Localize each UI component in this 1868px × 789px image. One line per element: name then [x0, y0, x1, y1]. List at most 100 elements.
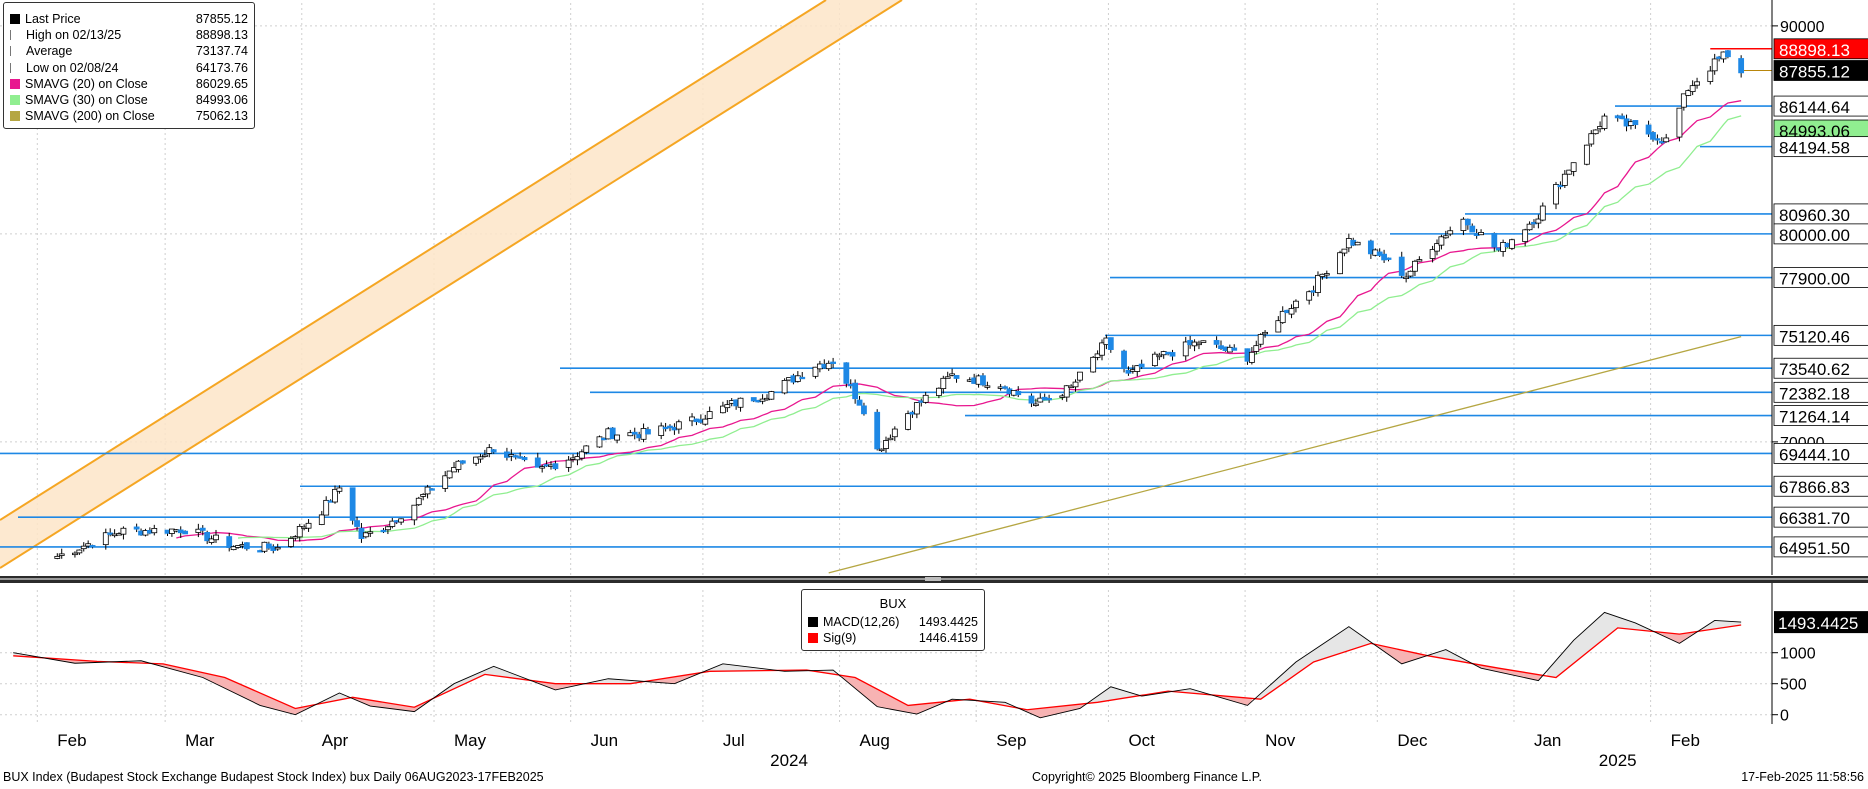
price-tag: 88898.13	[1773, 38, 1868, 60]
price-tag: 72382.18	[1773, 381, 1868, 403]
price-tag: 67866.83	[1773, 475, 1868, 497]
candle-body	[878, 448, 885, 452]
candle-body	[323, 499, 330, 516]
candle-body	[226, 536, 233, 549]
macd-last-tag-box	[1774, 611, 1868, 634]
price-tag-box	[1773, 267, 1868, 288]
candle-body	[1561, 173, 1568, 186]
candle-body	[380, 529, 387, 533]
price-tag-label: 72382.18	[1779, 384, 1850, 403]
price-tag-box	[1773, 506, 1868, 528]
candle-body	[852, 382, 859, 400]
candle-body	[1196, 342, 1202, 346]
candle-body	[874, 411, 881, 450]
candle-body	[667, 425, 673, 429]
candle-body	[861, 405, 867, 415]
candle-body	[274, 547, 281, 550]
price-tag-box	[1773, 405, 1868, 426]
candle-body	[133, 526, 140, 530]
candle-body	[1138, 363, 1145, 368]
candle-body	[477, 456, 484, 460]
legend-swatch	[10, 30, 21, 41]
candle-body	[1015, 390, 1022, 396]
candle-body	[1509, 239, 1515, 249]
legend-value: 75062.13	[195, 109, 248, 124]
legend-label: Last Price	[25, 12, 81, 27]
candlestick-series	[54, 50, 1745, 560]
price-tag-box	[1773, 38, 1868, 60]
candle-body	[1257, 334, 1264, 345]
x-axis-month-label: Jun	[591, 731, 618, 750]
macd-axis-tick-label: 1000	[1780, 646, 1816, 663]
candle-body	[318, 514, 325, 525]
legend-swatch	[10, 95, 20, 106]
macd-legend: BUX MACD(12,26) 1493.4425 Sig(9) 1446.4159	[801, 589, 985, 651]
candle-body	[658, 425, 665, 436]
legend-swatch	[10, 62, 21, 73]
candle-body	[913, 402, 920, 415]
candle-body	[750, 397, 757, 402]
candle-body	[1469, 225, 1476, 233]
candle-body	[645, 429, 651, 435]
legend-row: Last Price 87855.12	[10, 11, 248, 27]
x-axis-month-label: Oct	[1128, 731, 1155, 750]
candle-body	[1094, 353, 1101, 358]
candle-body	[1434, 243, 1440, 252]
legend-label: Sig(9)	[823, 631, 857, 645]
candle-body	[296, 526, 303, 538]
legend-label: SMAVG (200) on Close	[25, 109, 155, 124]
price-tag-label: 69444.10	[1779, 445, 1850, 464]
candle-body	[1491, 232, 1498, 248]
candle-body	[1072, 381, 1079, 388]
candle-body	[1306, 291, 1313, 301]
legend-swatch	[10, 78, 20, 89]
candle-body	[856, 399, 863, 406]
candle-body	[1403, 276, 1410, 280]
price-tag: 71264.14	[1773, 405, 1868, 427]
candle-body	[1107, 337, 1114, 350]
legend-value: 84993.06	[195, 93, 248, 108]
candle-body	[1323, 273, 1330, 276]
candle-body	[102, 532, 109, 546]
price-tag-box	[1773, 443, 1868, 464]
candle-body	[1169, 352, 1176, 357]
candle-body	[843, 362, 850, 384]
candle-body	[1539, 205, 1546, 221]
candle-body	[1658, 141, 1665, 144]
candle-body	[1689, 85, 1696, 92]
candle-body	[614, 434, 621, 441]
macd-legend-title: BUX	[879, 596, 907, 611]
candle-body	[1028, 395, 1035, 404]
candle-body	[1262, 331, 1268, 335]
candle-body	[385, 526, 391, 531]
x-axis-month-label: Feb	[1671, 731, 1700, 750]
price-tag-box	[1773, 475, 1868, 497]
candle-body	[949, 373, 956, 376]
footer-timestamp: 17-Feb-2025 11:58:56	[1741, 770, 1864, 784]
candle-body	[922, 394, 929, 403]
candle-body	[534, 457, 541, 468]
candle-body	[609, 427, 616, 440]
legend-swatch	[10, 111, 20, 122]
price-tag-box	[1773, 136, 1868, 158]
price-tag-label: 80960.30	[1779, 206, 1850, 225]
candle-body	[1566, 169, 1573, 175]
candle-body	[230, 546, 237, 551]
candle-body	[935, 387, 942, 396]
price-tag: 87855.12	[1773, 60, 1868, 81]
candle-body	[195, 528, 202, 533]
candle-body	[1663, 137, 1670, 143]
candle-body	[80, 545, 87, 550]
candle-body	[1619, 115, 1626, 120]
candle-body	[1279, 310, 1286, 324]
legend-value: 88898.13	[195, 28, 248, 43]
candle-body	[830, 361, 837, 364]
candle-body	[565, 459, 572, 468]
price-axis-tick-label: 90000	[1780, 19, 1825, 36]
candle-body	[1707, 70, 1714, 82]
candle-body	[1398, 256, 1405, 276]
legend-value: 1493.4425	[918, 615, 978, 629]
moving-average-lines	[176, 48, 1772, 574]
candle-body	[1002, 386, 1008, 389]
candle-body	[905, 413, 911, 430]
